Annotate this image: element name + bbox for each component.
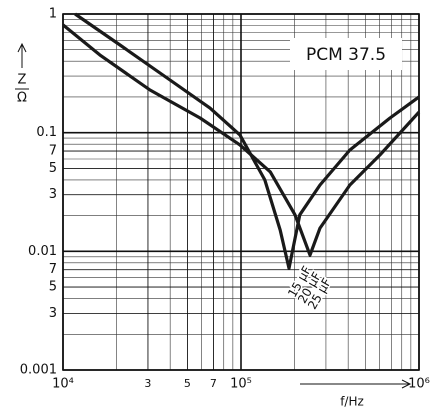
impedance-curve (74, 12, 420, 270)
y-tick-label: 3 (49, 187, 57, 202)
y-label: Z (18, 73, 27, 88)
y-tick-label: 0.001 (20, 363, 57, 378)
plot-frame (62, 13, 420, 371)
x-tick-label: 7 (210, 377, 217, 390)
annotation: PCM 37.5 (306, 45, 386, 65)
x-tick-label: 5 (184, 377, 191, 390)
x-tick-label: 10⁶ (408, 377, 430, 392)
x-tick-label: 3 (144, 377, 151, 390)
y-tick-label: 3 (49, 306, 57, 321)
y-tick-label: 7 (49, 144, 57, 159)
y-arrow (17, 42, 27, 68)
y-tick-label: 5 (49, 161, 57, 176)
y-tick-label: 5 (49, 280, 57, 295)
x-tick-label: 10⁵ (230, 377, 252, 392)
y-label-unit: Ω (17, 91, 27, 106)
y-tick-label: 1 (49, 7, 57, 22)
y-tick-label: 0.1 (36, 125, 57, 140)
annotation-box (290, 38, 402, 70)
impedance-curve (61, 23, 421, 257)
x-label: f/Hz (340, 395, 364, 409)
y-tick-label: 0.01 (28, 244, 57, 259)
x-tick-label: 10⁴ (52, 377, 74, 392)
x-arrow (300, 379, 412, 389)
y-tick-label: 7 (49, 262, 57, 277)
